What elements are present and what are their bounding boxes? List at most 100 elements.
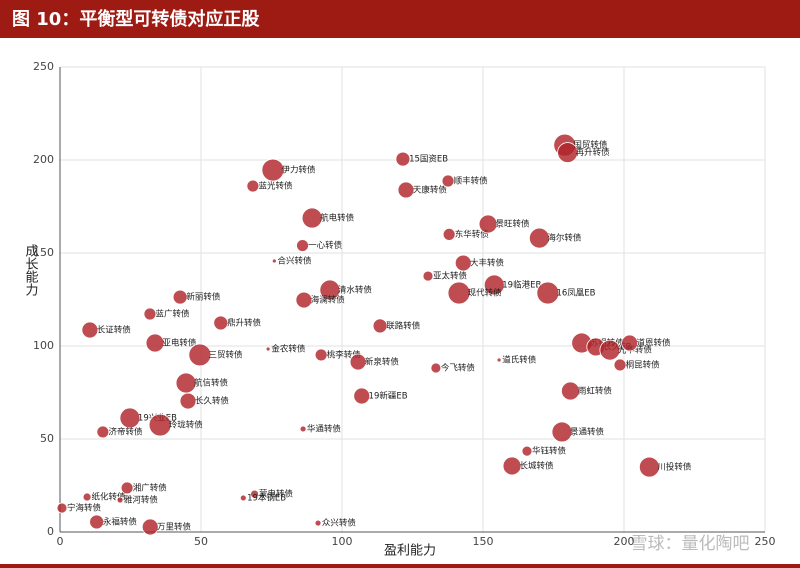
point-label: 宁海转债 — [67, 503, 102, 514]
bubble — [599, 339, 621, 361]
bubble — [613, 358, 627, 372]
point-label: 长城转债 — [519, 460, 554, 471]
point-label: 道氏转债 — [502, 354, 537, 365]
bubble — [141, 518, 159, 536]
point-label: 道恩转债 — [636, 338, 671, 349]
point-label: 桐昆转债 — [626, 359, 661, 370]
point-label: 再升转债 — [576, 147, 611, 158]
point-label: 蓝广转债 — [156, 309, 191, 320]
point-label: 16凤凰EB — [556, 288, 595, 298]
bubble — [353, 387, 371, 405]
bubble — [502, 456, 522, 476]
bubble — [213, 315, 229, 331]
bubble — [188, 343, 212, 367]
point-label: 纸化转债 — [91, 492, 126, 503]
point-label: 一心转债 — [308, 240, 343, 251]
point-label: 华钰转债 — [532, 446, 567, 457]
y-tick-label: 250 — [33, 60, 54, 73]
point-label: 航电转债 — [320, 213, 355, 224]
point-label: 众兴转债 — [322, 518, 357, 529]
bubble — [496, 357, 502, 363]
bubble — [395, 151, 411, 167]
bubble — [179, 392, 197, 410]
x-tick-label: 200 — [614, 535, 635, 548]
point-label: 顺丰转债 — [454, 176, 489, 187]
bubble — [638, 456, 660, 478]
bubble — [175, 372, 197, 394]
chart-title: 图 10：平衡型可转债对应正股 — [12, 8, 260, 30]
point-label: 19本钢EB — [247, 492, 286, 503]
point-label: 鼎升转债 — [227, 317, 262, 328]
point-label: 光华转债 — [618, 345, 653, 356]
bubble — [314, 519, 322, 527]
point-label: 湘广转债 — [133, 482, 168, 493]
point-label: 联路转债 — [386, 320, 421, 331]
bubble — [271, 258, 277, 264]
bubble — [301, 207, 323, 229]
bubble — [265, 346, 271, 352]
point-label: 天康转债 — [413, 184, 448, 195]
bubble — [56, 502, 68, 514]
bubble — [529, 227, 550, 249]
point-label: 新丽转债 — [186, 292, 221, 303]
x-tick-label: 0 — [57, 535, 64, 548]
point-label: 东华转债 — [455, 229, 490, 240]
bubble — [447, 281, 471, 305]
point-label: 亚电转债 — [162, 338, 197, 349]
point-label: 19新疆EB — [369, 391, 408, 402]
bubble — [551, 421, 573, 443]
point-label: 新泉转债 — [365, 356, 400, 367]
point-label: 蒙电转债 — [259, 489, 294, 500]
bubble — [120, 481, 134, 495]
point-label: 雨虹转债 — [578, 386, 613, 397]
point-label: 蓝光转债 — [258, 181, 293, 192]
point-label: 15国资EB — [409, 154, 448, 165]
bubble — [295, 291, 313, 309]
point-label: 万里转债 — [157, 521, 192, 532]
bubble — [96, 425, 110, 439]
bubble — [319, 279, 341, 301]
bubble — [561, 381, 580, 401]
bubble — [536, 281, 560, 305]
y-tick-label: 0 — [47, 525, 54, 538]
x-tick-label: 50 — [194, 535, 208, 548]
y-tick-label: 150 — [33, 246, 54, 259]
y-axis-label: 成长能力 — [23, 244, 39, 297]
bubble — [81, 321, 99, 339]
point-label: 长证转债 — [97, 325, 132, 336]
point-label: 海澜转债 — [311, 295, 346, 306]
bubble — [454, 254, 472, 272]
bubble — [372, 318, 388, 334]
bubble — [430, 362, 442, 374]
bubble — [261, 158, 285, 182]
y-tick-label: 100 — [33, 339, 54, 352]
bubble — [172, 289, 188, 305]
bottom-bar — [0, 564, 800, 568]
point-label: 清水转债 — [338, 285, 373, 296]
x-tick-label: 150 — [473, 535, 494, 548]
bubble — [145, 333, 165, 353]
bubble — [82, 492, 92, 502]
bubble — [246, 179, 260, 193]
point-label: 华通转债 — [307, 423, 342, 434]
bubble — [442, 227, 456, 241]
bubble — [478, 214, 498, 234]
point-label: 长久转债 — [195, 396, 230, 407]
point-label: 海尔转债 — [547, 233, 582, 244]
point-label: 三贸转债 — [208, 349, 243, 360]
watermark: 雪球：量化陶吧 — [631, 534, 750, 554]
point-label: 伊力转债 — [282, 165, 317, 176]
bubble — [250, 489, 259, 499]
title-bar — [0, 0, 800, 38]
point-label: 济帝转债 — [108, 426, 143, 437]
y-tick-label: 50 — [40, 432, 54, 445]
bubble — [119, 407, 141, 429]
point-label: 今飞转债 — [441, 362, 476, 373]
x-tick-label: 100 — [332, 535, 353, 548]
bubble — [239, 494, 247, 502]
point-label: 金农转债 — [271, 343, 306, 354]
point-label: 景通转债 — [570, 426, 605, 437]
point-label: 大丰转债 — [470, 258, 505, 269]
point-label: 川投转债 — [657, 462, 692, 473]
point-label: 合兴转债 — [278, 255, 313, 266]
